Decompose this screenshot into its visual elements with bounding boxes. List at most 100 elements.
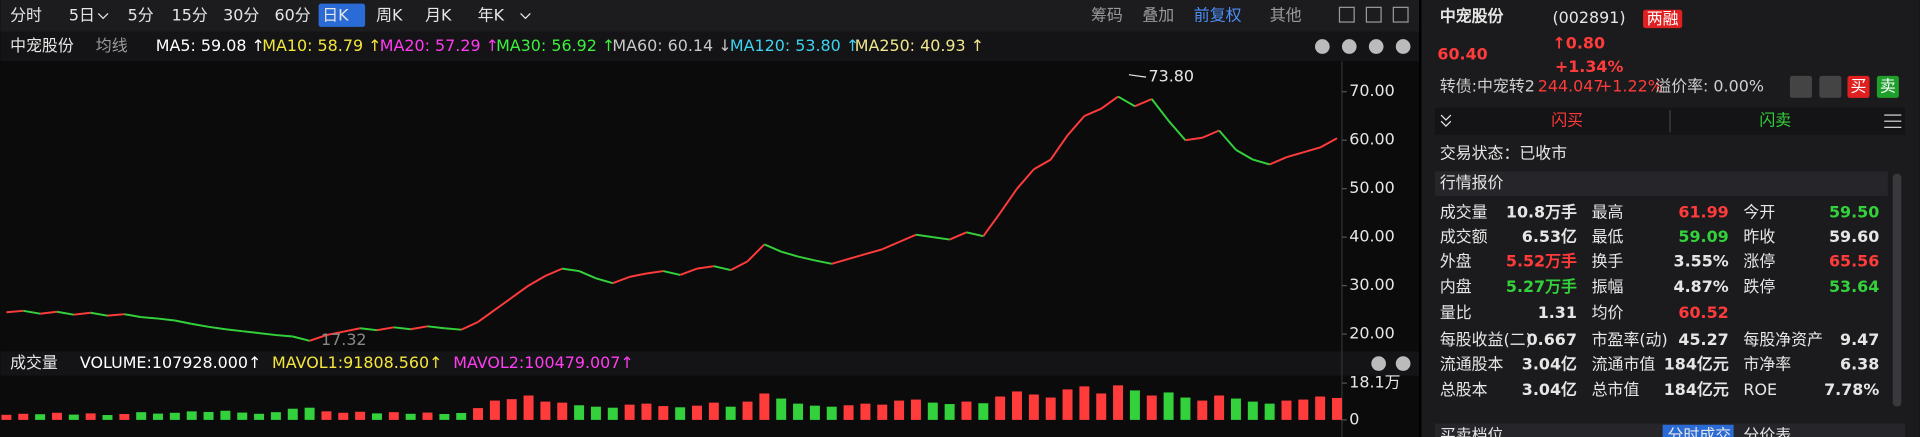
trade-button[interactable]: 卖 — [1880, 76, 1896, 95]
collapse-icon[interactable] — [1440, 114, 1452, 127]
price-segment — [427, 325, 445, 330]
trade-button-bg[interactable] — [1847, 75, 1870, 98]
tool-icon[interactable] — [1392, 6, 1409, 23]
trade-button[interactable]: 买 — [1851, 76, 1867, 95]
period-tab[interactable]: 日K — [322, 5, 349, 24]
volume-label: MAVOL2:100479.007↑ — [453, 353, 634, 372]
section-title: 行情报价 — [1440, 173, 1504, 192]
period-tab[interactable]: 5日 — [69, 5, 95, 24]
volume-bar — [944, 404, 955, 420]
volume-bar — [388, 412, 399, 420]
bottom-tab[interactable]: 分价表 — [1743, 425, 1791, 437]
volume-bar — [574, 405, 585, 420]
pane-icon[interactable] — [1368, 39, 1384, 54]
flash-buy[interactable]: 闪买 — [1551, 111, 1583, 130]
period-tab[interactable]: 60分 — [275, 5, 311, 24]
low-annotation: 17.32 — [321, 330, 367, 349]
price-segment — [40, 310, 58, 315]
quote-label: 内盘 — [1440, 277, 1472, 296]
price-segment — [23, 309, 41, 315]
y-tick-label: 40.00 — [1349, 227, 1395, 246]
volume-bar — [85, 413, 96, 420]
ma-mode[interactable]: 均线 — [96, 36, 128, 55]
tool-button[interactable]: 其他 — [1270, 5, 1302, 24]
price-segment — [982, 212, 1001, 237]
volume-bar — [136, 412, 147, 420]
flash-sell[interactable]: 闪卖 — [1759, 111, 1791, 130]
tool-button[interactable]: 筹码 — [1091, 5, 1123, 24]
price-segment — [1033, 158, 1052, 171]
tool-icon[interactable] — [1338, 6, 1355, 23]
volume-label: VOLUME:107928.000↑ — [80, 353, 261, 372]
tool-icon[interactable] — [1365, 6, 1382, 23]
period-tab[interactable]: 年K — [478, 5, 505, 24]
quote-change-pct: +1.34% — [1555, 57, 1624, 76]
menu-icon[interactable] — [1884, 114, 1902, 128]
add-button[interactable] — [1789, 75, 1812, 98]
tool-button[interactable]: 叠加 — [1142, 5, 1174, 24]
period-tab[interactable]: 周K — [376, 5, 403, 24]
price-segment — [1303, 146, 1321, 154]
trade-button-bg[interactable] — [1876, 75, 1899, 98]
volume-bar — [641, 403, 652, 420]
chart-header — [0, 31, 1421, 62]
bond-change: +1.22% — [1599, 76, 1663, 95]
volume-bar — [287, 408, 298, 420]
ma-label: MA20: 57.29 ↑ — [380, 36, 499, 55]
pane-icon[interactable] — [1341, 39, 1357, 54]
price-segment — [814, 259, 832, 265]
volume-bar — [826, 406, 837, 420]
price-segment — [258, 332, 277, 337]
bond-price: 244.047 — [1538, 76, 1604, 95]
price-segment — [578, 270, 597, 280]
quote-value: 10.8万手 — [1506, 202, 1577, 221]
quote-value: 4.87% — [1674, 277, 1729, 296]
volume-bar — [304, 407, 315, 420]
volume-bar — [540, 401, 551, 420]
period-tab[interactable]: 30分 — [223, 5, 259, 24]
volume-bar — [1197, 400, 1208, 420]
quote-value: 61.99 — [1678, 202, 1728, 221]
volume-name: 成交量 — [10, 353, 58, 372]
period-tab[interactable]: 月K — [425, 5, 452, 24]
pane-icon[interactable] — [1395, 356, 1411, 371]
bottom-tab[interactable]: 买卖档位 — [1440, 425, 1504, 437]
dropdown-caret — [520, 13, 531, 20]
price-segment — [309, 334, 327, 342]
volume-bar — [708, 402, 719, 420]
price-segment — [360, 327, 378, 332]
price-segment — [865, 248, 883, 256]
volume-bar — [961, 401, 972, 420]
period-tab[interactable]: 15分 — [172, 5, 208, 24]
price-segment — [511, 284, 530, 299]
volume-bar — [1012, 391, 1022, 420]
price-segment — [191, 322, 209, 328]
price-segment — [1218, 129, 1237, 151]
quote-value: 3.04亿 — [1522, 354, 1577, 373]
price-segment — [124, 313, 142, 319]
volume-bar — [759, 393, 770, 420]
pane-icon[interactable] — [1314, 39, 1330, 54]
quote-label: 最低 — [1592, 227, 1624, 246]
period-tab[interactable]: 5分 — [128, 5, 154, 24]
bottom-tab[interactable]: 分时成交 — [1668, 425, 1732, 437]
volume-bar — [439, 413, 450, 420]
pane-icon[interactable] — [1395, 39, 1411, 54]
price-segment — [730, 260, 748, 271]
period-tab[interactable]: 分时 — [10, 5, 42, 24]
quote-value: 59.09 — [1678, 227, 1728, 246]
price-segment — [141, 316, 159, 320]
pane-icon[interactable] — [1371, 356, 1386, 371]
y-tick-label: 20.00 — [1349, 324, 1395, 343]
y-tick-label: 30.00 — [1349, 275, 1395, 294]
volume-bar — [1028, 394, 1039, 420]
volume-bar — [978, 403, 989, 420]
quote-value: 60.52 — [1678, 303, 1728, 322]
tool-button[interactable]: 前复权 — [1194, 5, 1242, 24]
volume-bar — [68, 414, 79, 420]
alert-button[interactable] — [1819, 75, 1842, 98]
quote-panel — [1420, 0, 1920, 437]
y-tick-label: 18.1万 — [1349, 373, 1400, 392]
price-segment — [780, 250, 799, 258]
